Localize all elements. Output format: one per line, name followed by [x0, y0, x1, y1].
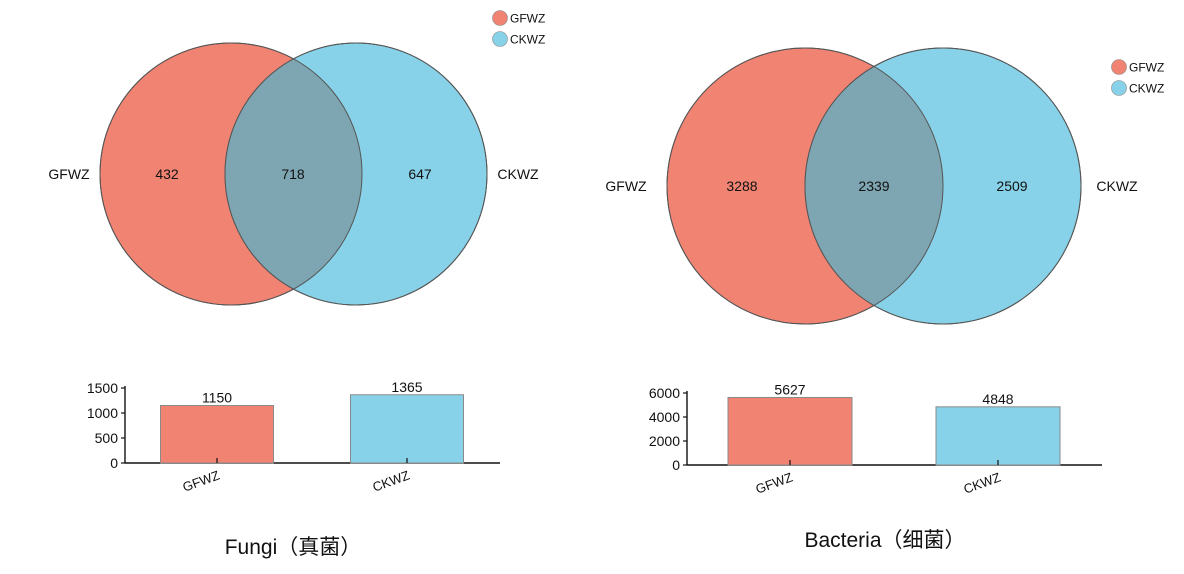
venn-intersection	[805, 48, 943, 324]
bar-y-tick-label: 1000	[87, 405, 118, 421]
bacteria-caption: Bacteria（细菌）	[804, 529, 965, 552]
bar-value-label: 4848	[982, 391, 1013, 407]
venn-intersection	[225, 43, 362, 305]
legend-marker-ckwz	[492, 31, 508, 47]
bar-gfwz	[160, 405, 274, 464]
legend-marker-ckwz	[1111, 80, 1127, 96]
bar-y-tick-label: 2000	[649, 433, 680, 449]
bar-y-tick-label: 1500	[87, 380, 118, 396]
venn-set-label-b: CKWZ	[497, 166, 539, 182]
venn-count-only-a: 3288	[726, 178, 757, 194]
legend-label-gfwz: GFWZ	[1129, 61, 1164, 75]
bar-ckwz	[350, 394, 464, 464]
bar-x-tick-label: CKWZ	[961, 469, 1002, 496]
venn-count-only-a: 432	[155, 166, 179, 182]
venn-count-only-b: 647	[408, 166, 432, 182]
legend-marker-gfwz	[492, 10, 508, 26]
venn-outline-b	[804, 47, 1082, 325]
venn-set-label-a: GFWZ	[605, 178, 647, 194]
venn-set-label-a: GFWZ	[48, 166, 90, 182]
venn-count-intersection: 2339	[858, 178, 889, 194]
venn-set-label-b: CKWZ	[1096, 178, 1138, 194]
legend-label-ckwz: CKWZ	[510, 33, 545, 47]
venn-outline-a	[99, 42, 363, 306]
bacteria-panel: 3288 2339 2509 GFWZ CKWZ GFWZ CKWZ 0 2000 4000 600…	[605, 47, 1164, 497]
venn-outline-a	[666, 47, 944, 325]
bar-x-tick-label: CKWZ	[370, 467, 411, 494]
bar-value-label: 5627	[774, 381, 805, 397]
bar-gfwz	[727, 396, 853, 466]
fungi-panel: 432 718 647 GFWZ CKWZ GFWZ CKWZ 0 500 1000 1500 115…	[48, 10, 545, 495]
venn-count-intersection: 718	[281, 166, 305, 182]
venn-outline-b	[224, 42, 488, 306]
bar-y-tick-label: 6000	[649, 385, 680, 401]
bar-ckwz	[935, 406, 1061, 466]
legend-marker-gfwz	[1111, 59, 1127, 75]
bar-x-tick-label: GFWZ	[753, 469, 794, 496]
bar-x-tick-label: GFWZ	[180, 467, 221, 494]
venn-count-only-b: 2509	[996, 178, 1027, 194]
bar-y-tick-label: 500	[95, 430, 119, 446]
bar-y-tick-label: 4000	[649, 409, 680, 425]
legend-label-gfwz: GFWZ	[510, 12, 545, 26]
bar-value-label: 1150	[202, 390, 232, 406]
bar-y-tick-label: 0	[110, 455, 118, 471]
bar-value-label: 1365	[391, 379, 422, 395]
bar-y-tick-label: 0	[672, 457, 680, 473]
legend-label-ckwz: CKWZ	[1129, 82, 1164, 96]
fungi-caption: Fungi（真菌）	[225, 536, 362, 559]
